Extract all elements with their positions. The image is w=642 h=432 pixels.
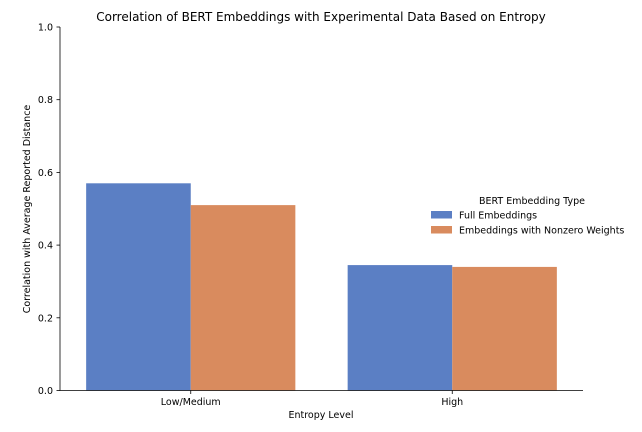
bar [452, 266, 557, 391]
legend-title: BERT Embedding Type [479, 196, 585, 207]
y-tick-label: 0.2 [38, 313, 53, 324]
bar [347, 265, 453, 391]
y-axis-label: Correlation with Average Reported Distan… [22, 105, 33, 314]
y-tick-label: 0.8 [38, 95, 53, 106]
x-axis-ticks: Low/Medium High [161, 390, 463, 408]
bars [86, 183, 557, 391]
legend-swatch [431, 211, 452, 219]
y-tick-label: 0.0 [38, 386, 53, 397]
x-axis-label: Entropy Level [288, 410, 353, 421]
y-axis-ticks: 0.0 0.2 0.4 0.6 0.8 1.0 [38, 23, 60, 397]
x-tick-label: Low/Medium [161, 397, 221, 408]
y-tick-label: 0.6 [38, 168, 53, 179]
legend: BERT Embedding Type Full Embeddings Embed… [431, 196, 624, 237]
bar [190, 205, 296, 391]
y-tick-label: 1.0 [38, 23, 53, 34]
x-tick-label: High [441, 397, 463, 408]
y-tick-label: 0.4 [38, 241, 53, 252]
chart-title: Correlation of BERT Embeddings with Expe… [96, 10, 546, 24]
legend-swatch [431, 226, 452, 234]
legend-entry-label: Full Embeddings [459, 211, 537, 222]
bar [86, 183, 191, 391]
legend-entry-label: Embeddings with Nonzero Weights [459, 226, 624, 237]
